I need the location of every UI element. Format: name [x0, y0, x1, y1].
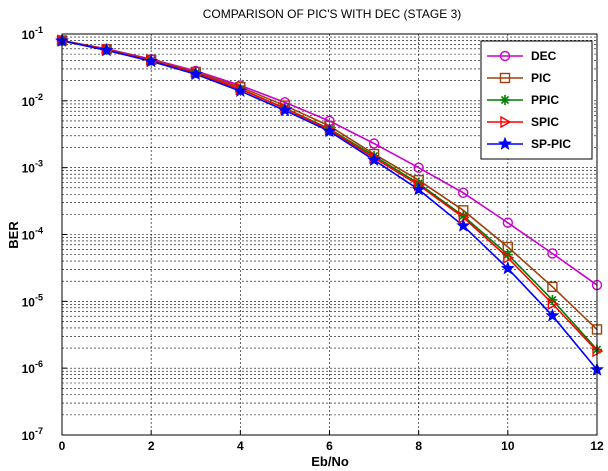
data-point-marker	[411, 182, 426, 196]
y-tick-label: 10-2	[22, 92, 43, 109]
data-point-marker	[498, 136, 512, 150]
y-tick-label: 10-7	[22, 426, 43, 443]
x-axis-label: Eb/No	[311, 454, 349, 469]
data-point-marker	[368, 138, 380, 149]
data-point-marker	[502, 217, 514, 228]
data-point-marker	[188, 66, 203, 81]
data-point-marker	[499, 72, 511, 84]
x-tick-label: 2	[148, 439, 155, 453]
data-point-marker	[500, 95, 510, 105]
y-tick-labels: 10-7 10-6 10-5 10-4 10-3 10-2 10-1	[22, 25, 67, 443]
y-tick-label: 10-5	[22, 292, 43, 309]
legend-label: SP-PIC	[531, 137, 571, 151]
data-point-marker	[322, 123, 337, 138]
x-tick-label: 10	[501, 439, 515, 453]
y-tick-label: 10-1	[22, 25, 43, 42]
legend-label: PPIC	[531, 93, 559, 107]
x-tick-label: 4	[237, 439, 244, 453]
data-point-marker	[458, 187, 469, 199]
legend-label: SPIC	[531, 115, 559, 129]
data-point-marker	[547, 248, 558, 259]
data-point-marker	[233, 83, 248, 98]
legend-label: DEC	[531, 49, 557, 63]
data-point-marker	[99, 42, 114, 57]
legend-label: PIC	[531, 71, 551, 85]
data-point-marker	[500, 261, 515, 275]
y-tick-label: 10-3	[22, 159, 43, 176]
x-tick-labels: 0 2 4 6 8 10 12	[59, 430, 604, 453]
data-point-marker	[499, 50, 511, 62]
data-point-marker	[500, 115, 512, 129]
data-point-marker	[277, 103, 292, 117]
legend: DEC PIC PPIC SPIC SP-PIC	[480, 40, 593, 160]
x-tick-label: 12	[590, 439, 604, 453]
data-point-marker	[144, 54, 159, 68]
y-tick-label: 10-6	[22, 359, 43, 376]
x-tick-label: 6	[326, 439, 333, 453]
data-point-marker	[547, 297, 559, 310]
x-tick-label: 0	[59, 439, 66, 453]
data-point-marker	[456, 218, 471, 232]
data-point-marker	[413, 162, 424, 173]
y-axis-label: BER	[6, 221, 21, 249]
x-tick-label: 8	[415, 439, 422, 453]
data-point-marker	[367, 152, 382, 166]
data-point-marker	[545, 308, 560, 322]
legend-box	[480, 40, 593, 160]
chart-title: COMPARISON OF PIC'S WITH DEC (STAGE 3)	[203, 7, 462, 21]
data-point-marker	[503, 251, 515, 264]
y-tick-label: 10-4	[22, 226, 43, 243]
data-point-marker	[547, 281, 558, 292]
